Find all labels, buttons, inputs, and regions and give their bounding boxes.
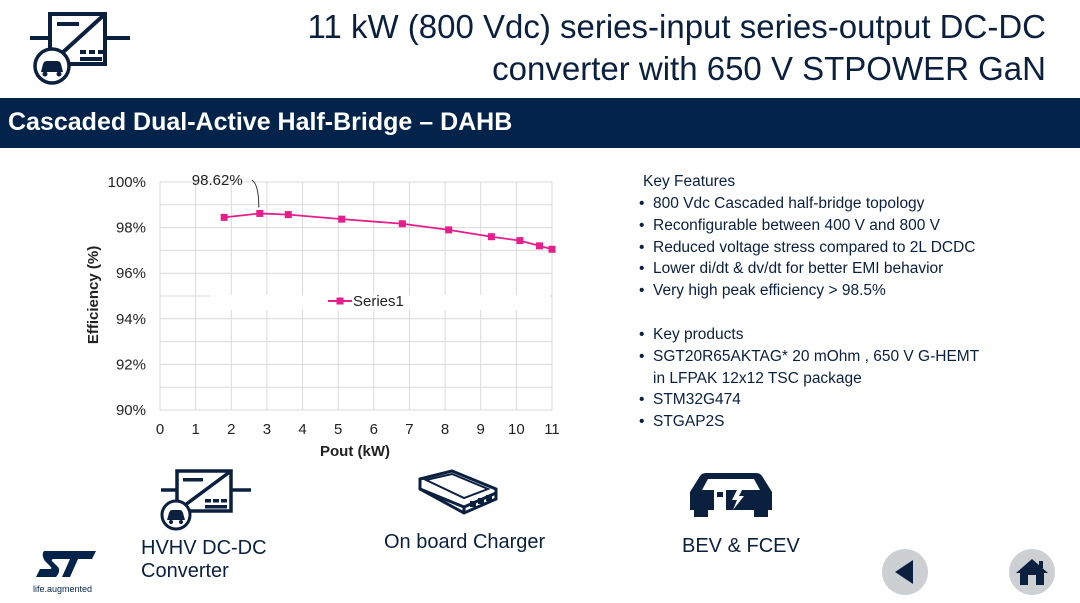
data-point bbox=[284, 211, 292, 219]
x-axis-label: Pout (kW) bbox=[320, 443, 390, 460]
feature-item: Reconfigurable between 400 V and 800 V bbox=[638, 215, 1058, 237]
key-features-panel: Key Features 800 Vdc Cascaded half-bridg… bbox=[638, 171, 1058, 433]
data-point bbox=[220, 213, 228, 221]
y-tick-label: 94% bbox=[116, 311, 146, 328]
data-point bbox=[487, 233, 495, 241]
x-tick-label: 7 bbox=[405, 421, 413, 438]
y-tick-label: 98% bbox=[116, 220, 146, 237]
vehicle-label: BEV & FCEV bbox=[682, 535, 800, 557]
product-item: STGAP2S bbox=[638, 411, 1058, 433]
legend-background bbox=[210, 295, 550, 310]
x-tick-label: 9 bbox=[477, 421, 485, 438]
product-item: SGT20R65AKTAG* 20 mOhm , 650 V G-HEMT in… bbox=[638, 346, 983, 390]
feature-item: 800 Vdc Cascaded half-bridge topology bbox=[638, 193, 1058, 215]
peak-label: 98.62% bbox=[192, 172, 243, 189]
home-button[interactable] bbox=[1009, 549, 1055, 595]
products-heading: Key products bbox=[638, 324, 1058, 346]
electric-vehicle-icon bbox=[690, 473, 772, 517]
x-tick-label: 10 bbox=[508, 421, 525, 438]
feature-item: Reduced voltage stress compared to 2L DC… bbox=[638, 237, 1058, 259]
x-tick-label: 4 bbox=[298, 421, 306, 438]
legend-label: Series1 bbox=[353, 293, 404, 310]
data-point bbox=[536, 242, 544, 250]
x-tick-label: 0 bbox=[156, 421, 164, 438]
triangle-left-icon bbox=[895, 560, 913, 584]
x-tick-label: 1 bbox=[191, 421, 199, 438]
home-icon bbox=[1016, 559, 1048, 585]
product-item: STM32G474 bbox=[638, 389, 1058, 411]
title-line-1: 11 kW (800 Vdc) series-input series-outp… bbox=[307, 8, 1046, 45]
dc-dc-converter-icon bbox=[30, 12, 130, 85]
x-tick-labels: 0 1 2 3 4 5 6 7 8 9 10 11 bbox=[156, 421, 560, 438]
section-title: Cascaded Dual-Active Half-Bridge – DAHB bbox=[8, 108, 513, 136]
y-tick-labels: 90% 92% 94% 96% 98% 100% bbox=[108, 174, 146, 419]
y-tick-label: 92% bbox=[116, 356, 146, 373]
series-points bbox=[220, 209, 556, 253]
feature-item: Lower di/dt & dv/dt for better EMI behav… bbox=[638, 258, 1058, 280]
products-list: Key products SGT20R65AKTAG* 20 mOhm , 65… bbox=[638, 324, 1058, 433]
charger-label: On board Charger bbox=[384, 531, 546, 553]
efficiency-chart: 90% 92% 94% 96% 98% 100% 0 1 2 3 4 5 6 7 8 9 10 11 Serie… bbox=[85, 172, 560, 460]
data-point bbox=[398, 220, 406, 228]
data-point bbox=[445, 226, 453, 234]
converter-label-line1: HVHV DC-DC bbox=[141, 537, 267, 559]
feature-item: Very high peak efficiency > 98.5% bbox=[638, 280, 1058, 302]
logo-tagline: life.augmented bbox=[33, 584, 93, 594]
data-point bbox=[256, 209, 264, 217]
x-tick-label: 11 bbox=[544, 421, 560, 438]
features-list: 800 Vdc Cascaded half-bridge topology Re… bbox=[638, 193, 1058, 302]
onboard-charger-icon bbox=[418, 469, 498, 515]
series-line bbox=[224, 212, 553, 251]
converter-label-line2: Converter bbox=[141, 560, 229, 582]
data-point bbox=[548, 245, 556, 253]
legend: Series1 bbox=[328, 293, 404, 310]
title-line-2: converter with 650 V STPOWER GaN bbox=[492, 50, 1046, 87]
x-tick-label: 3 bbox=[263, 421, 271, 438]
series-line-path bbox=[224, 212, 553, 251]
peak-annotation: 98.62% bbox=[192, 172, 260, 208]
x-tick-label: 6 bbox=[370, 421, 378, 438]
peak-leader-line bbox=[251, 179, 260, 208]
y-tick-label: 90% bbox=[116, 402, 146, 419]
x-tick-label: 8 bbox=[441, 421, 449, 438]
legend-marker bbox=[336, 297, 344, 305]
data-point bbox=[516, 237, 524, 245]
back-button[interactable] bbox=[882, 549, 928, 595]
st-logo bbox=[36, 551, 96, 577]
y-tick-label: 96% bbox=[116, 265, 146, 282]
y-tick-label: 100% bbox=[108, 174, 146, 191]
x-tick-label: 5 bbox=[334, 421, 342, 438]
x-tick-label: 2 bbox=[227, 421, 235, 438]
section-banner: Cascaded Dual-Active Half-Bridge – DAHB bbox=[0, 98, 1080, 148]
features-heading: Key Features bbox=[643, 173, 736, 190]
hvhv-converter-icon bbox=[160, 469, 251, 531]
data-point bbox=[338, 215, 346, 223]
y-axis-label: Efficiency (%) bbox=[85, 246, 102, 344]
